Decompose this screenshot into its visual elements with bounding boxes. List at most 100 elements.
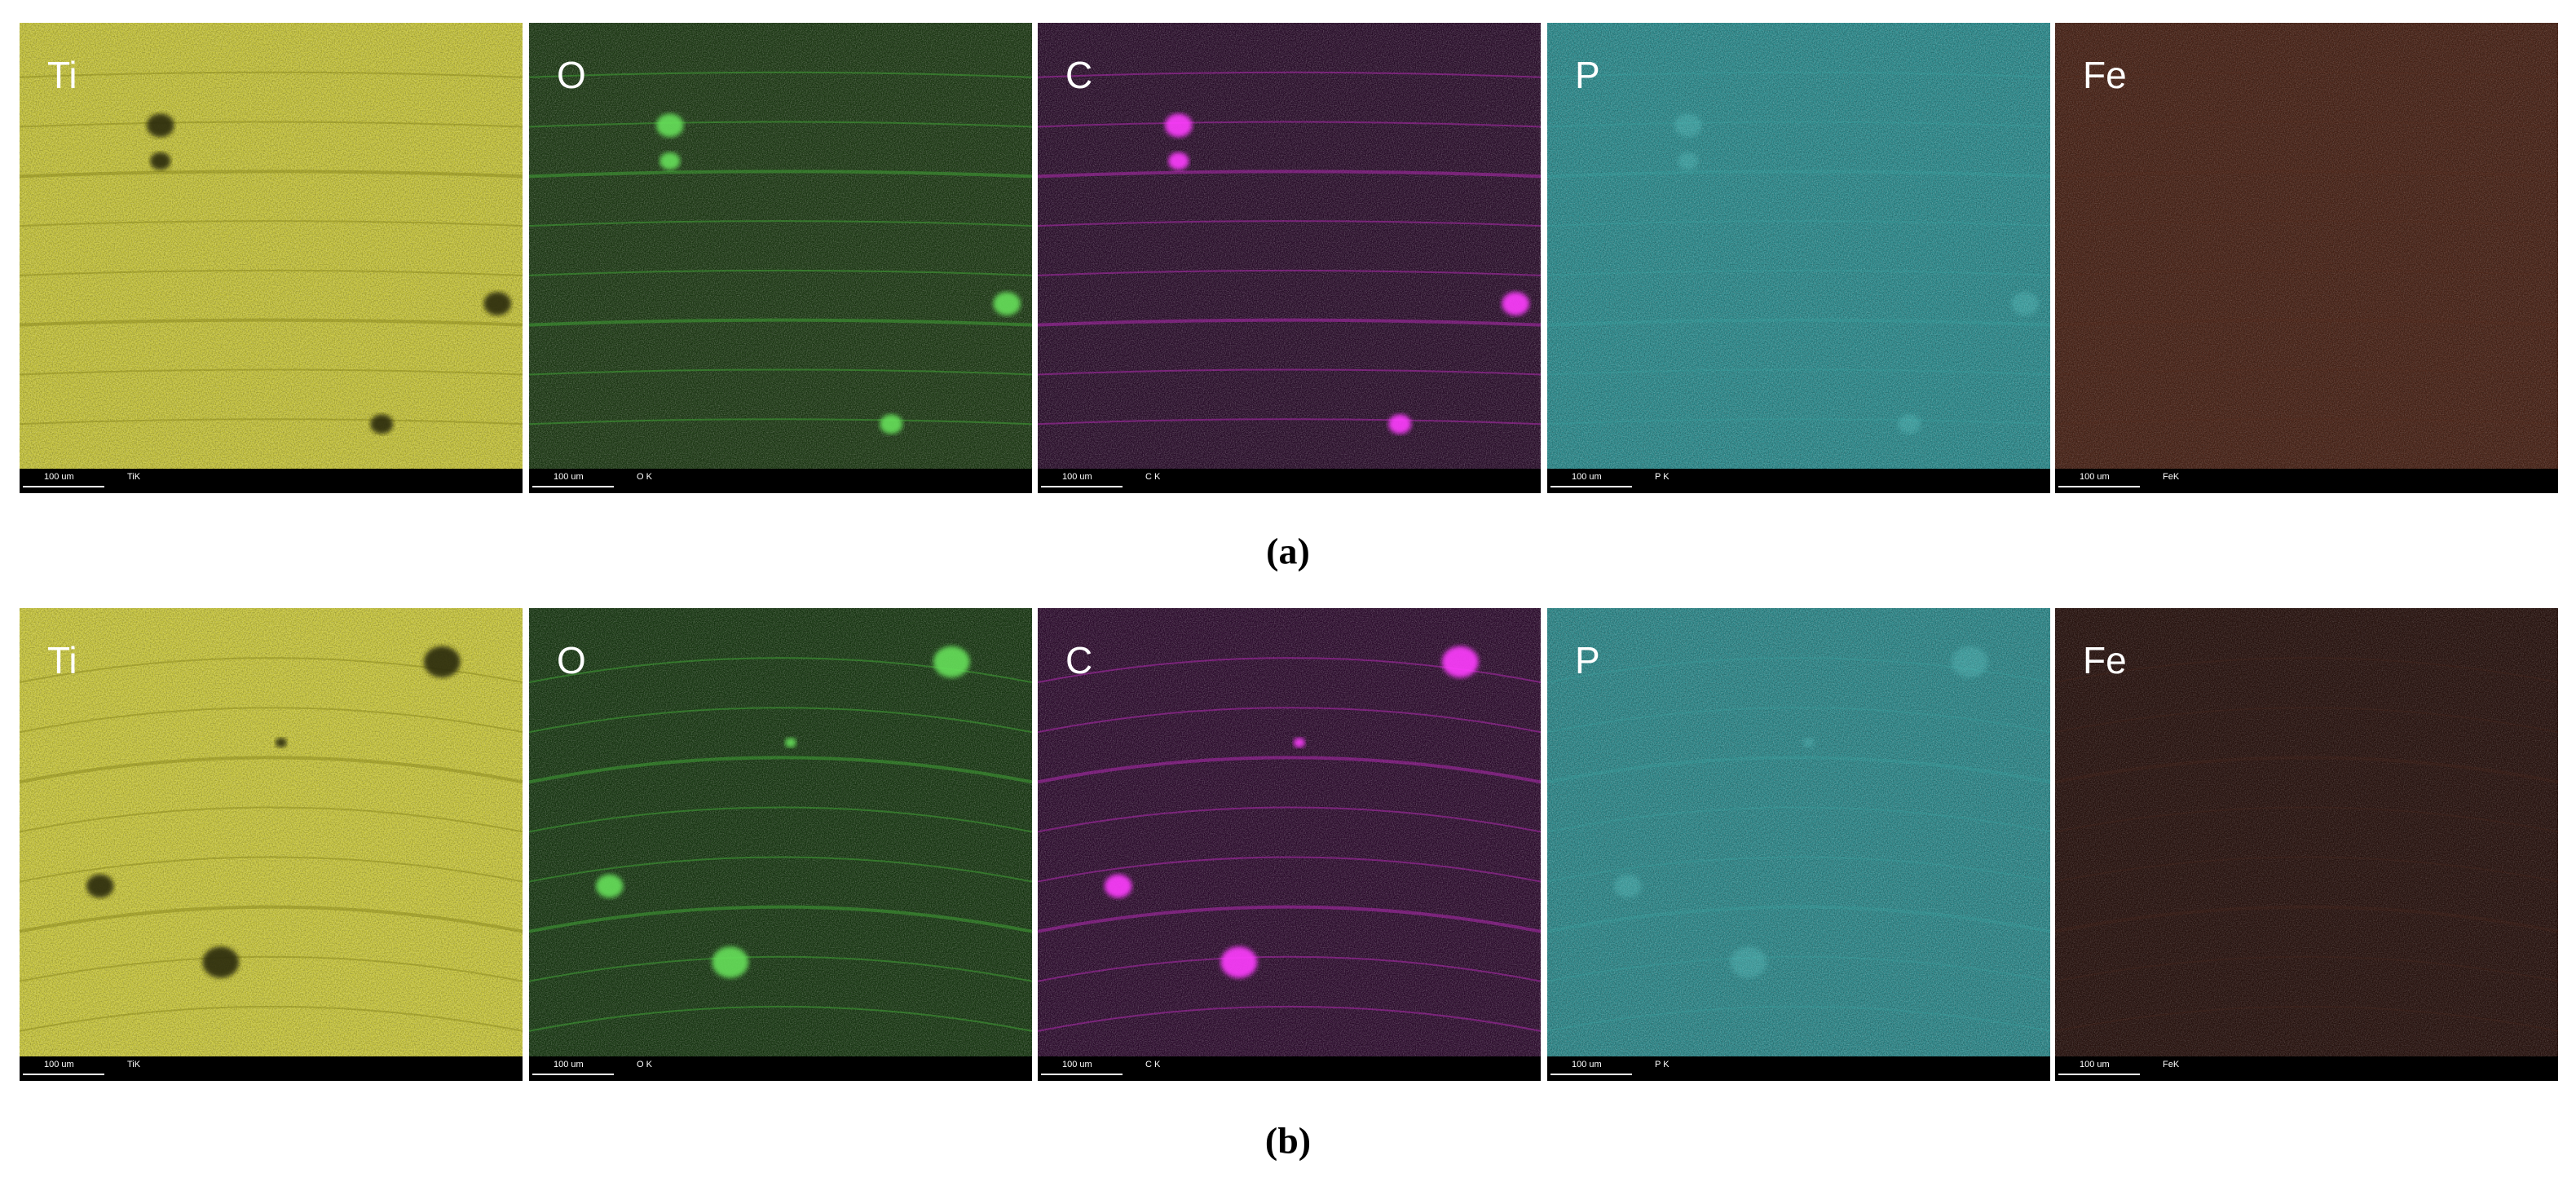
- map-streak: [2054, 905, 2559, 933]
- scale-label: 100 um: [1062, 1060, 1092, 1069]
- map-streak: [19, 756, 523, 784]
- map-streak: [528, 756, 1033, 784]
- element-label: C: [1065, 54, 1092, 96]
- map-streak: [1037, 220, 1542, 227]
- map-streak: [1546, 905, 2051, 933]
- map-noise-dark: [2055, 23, 2558, 493]
- eds-map: 100 um C K C: [1037, 23, 1542, 493]
- line-label: C K: [1145, 472, 1161, 482]
- scale-label: 100 um: [44, 1060, 74, 1069]
- map-streak: [1546, 806, 2051, 833]
- map-streak: [2054, 368, 2559, 376]
- scale-label: 100 um: [2080, 472, 2110, 482]
- scale-strip: [20, 1056, 523, 1081]
- map-streak: [1037, 1005, 1542, 1032]
- map-streak: [2054, 170, 2559, 179]
- map-streak: [1546, 220, 2051, 227]
- particle: [784, 738, 796, 747]
- particle: [595, 874, 624, 898]
- map-streak: [1546, 1005, 2051, 1032]
- element-label: C: [1065, 639, 1092, 681]
- map-streak: [1546, 121, 2051, 128]
- particle: [2011, 292, 2039, 316]
- map-streak: [2054, 806, 2559, 833]
- map-streak: [1037, 905, 1542, 933]
- scale-label: 100 um: [44, 472, 74, 482]
- scale-label: 100 um: [1062, 472, 1092, 482]
- map-streak: [1037, 756, 1542, 784]
- map-streak: [1546, 170, 2051, 179]
- map-streak: [528, 71, 1033, 78]
- map-streak: [1037, 856, 1542, 883]
- element-label: O: [557, 639, 586, 681]
- particle: [86, 874, 114, 898]
- map-streak: [19, 368, 523, 376]
- scale-strip: [1547, 469, 2050, 493]
- element-label: Fe: [2083, 639, 2127, 681]
- particle: [880, 414, 903, 434]
- scale-label: 100 um: [2080, 1060, 2110, 1069]
- map-streak: [19, 1005, 523, 1032]
- element-label: P: [1575, 54, 1600, 96]
- map-streak: [528, 368, 1033, 376]
- map-streak: [19, 71, 523, 78]
- line-label: P K: [1655, 472, 1670, 482]
- map-streak: [1037, 318, 1542, 327]
- map-streak: [19, 220, 523, 227]
- map-streak: [2054, 269, 2559, 276]
- eds-map: 100 um O K O: [528, 23, 1033, 493]
- particle: [1678, 152, 1699, 170]
- map-streak: [1546, 269, 2051, 276]
- map-streak: [528, 905, 1033, 933]
- map-streak: [2054, 71, 2559, 78]
- particle: [1168, 152, 1189, 170]
- map-streak: [1546, 71, 2051, 78]
- map-streak: [528, 1005, 1033, 1032]
- map-streak: [528, 318, 1033, 327]
- map-streak: [528, 856, 1033, 883]
- map-streak: [1037, 368, 1542, 376]
- map-streak: [19, 955, 523, 982]
- scale-label: 100 um: [1572, 472, 1602, 482]
- map-streak: [2054, 657, 2559, 684]
- map-streak: [2054, 418, 2559, 426]
- map-noise-dark: [1038, 23, 1541, 493]
- map-streak: [1037, 707, 1542, 734]
- particle: [1802, 738, 1815, 747]
- particle: [150, 152, 171, 170]
- scale-strip: [20, 469, 523, 493]
- eds-map: 100 um TiK Ti: [19, 23, 523, 493]
- particle: [933, 646, 970, 678]
- scale-strip: [2055, 469, 2558, 493]
- map-streak: [2054, 220, 2559, 227]
- scale-strip: [1038, 1056, 1541, 1081]
- map-streak: [2054, 856, 2559, 883]
- map-streak: [19, 806, 523, 833]
- line-label: C K: [1145, 1060, 1161, 1069]
- line-label: TiK: [127, 1060, 141, 1069]
- element-label: Fe: [2083, 54, 2127, 96]
- map-streak: [528, 418, 1033, 426]
- map-streak: [1546, 955, 2051, 982]
- map-noise-dark: [529, 608, 1032, 1081]
- map-noise-dark: [1038, 608, 1541, 1081]
- map-streak: [19, 269, 523, 276]
- map-streak: [1037, 121, 1542, 128]
- map-noise-dark: [1547, 23, 2050, 493]
- map-streak: [19, 905, 523, 933]
- map-noise-dark: [1547, 608, 2050, 1081]
- panel-caption: (a): [1266, 531, 1310, 572]
- map-streak: [2054, 318, 2559, 327]
- map-noise-dark: [2055, 608, 2558, 1081]
- map-streak: [2054, 1005, 2559, 1032]
- map-streak: [1037, 806, 1542, 833]
- map-streak: [528, 121, 1033, 128]
- particle: [483, 292, 511, 316]
- line-label: P K: [1655, 1060, 1670, 1069]
- scale-label: 100 um: [554, 472, 584, 482]
- map-streak: [2054, 707, 2559, 734]
- particle: [1502, 292, 1529, 316]
- particle: [1613, 874, 1642, 898]
- line-label: O K: [637, 472, 653, 482]
- eds-map: 100 um FeK Fe: [2054, 23, 2559, 493]
